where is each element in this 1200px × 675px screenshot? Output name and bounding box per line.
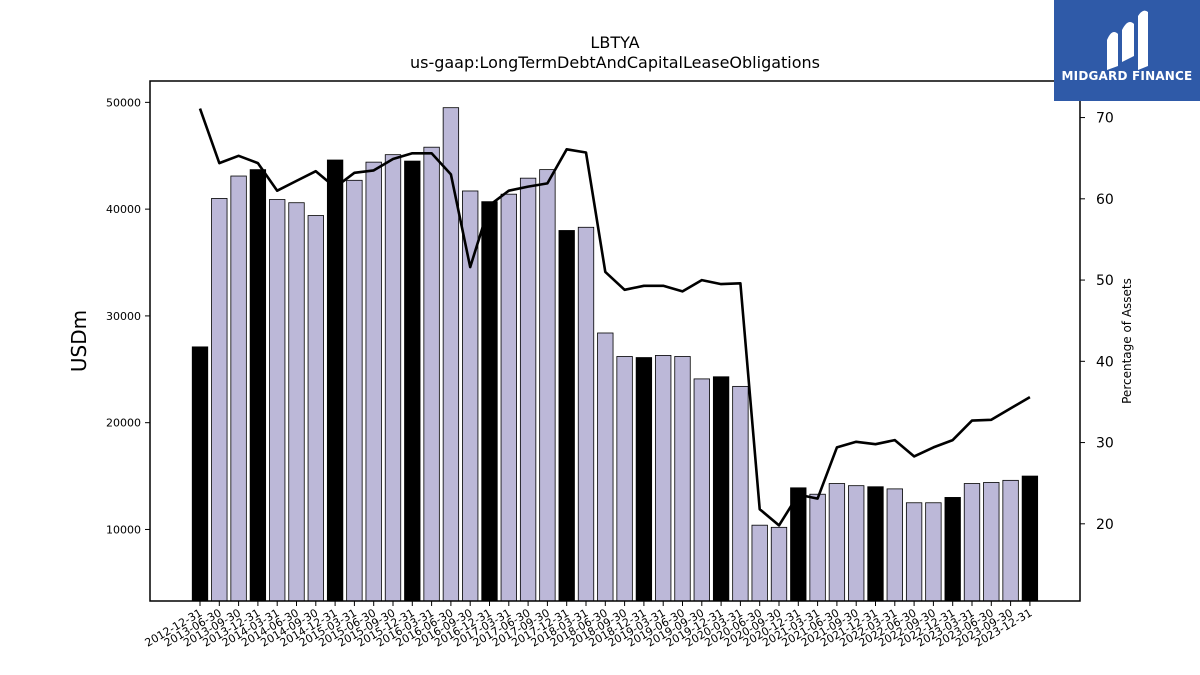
- bar-2015-09-30: [384, 154, 402, 602]
- bar-2014-03-31: [269, 199, 286, 602]
- y-tick-label: 30000: [106, 310, 141, 323]
- percentage-line: [198, 108, 1031, 527]
- bar-2017-12-31: [558, 230, 575, 602]
- midgard-finance-logo: MIDGARD FINANCE: [1054, 0, 1200, 101]
- bar-2014-12-31: [326, 159, 344, 602]
- bar-2018-03-31: [577, 226, 595, 602]
- y-tick-label: 50000: [106, 96, 141, 109]
- bar-2021-12-31: [867, 486, 884, 602]
- bar-2016-12-31: [481, 201, 498, 602]
- bar-2021-09-30: [848, 485, 865, 602]
- bar-2019-09-30: [693, 378, 710, 602]
- bar-2018-06-30: [597, 332, 614, 602]
- bar-2022-03-31: [886, 488, 903, 602]
- chart-title: LBTYA: [590, 33, 639, 52]
- y-axis-left: 10000 20000 30000 40000 50000: [106, 96, 150, 536]
- bar-2023-03-31: [963, 483, 981, 602]
- bar-2019-06-30: [674, 356, 691, 602]
- y2-tick-label: 70: [1096, 111, 1114, 127]
- bar-2020-03-31: [732, 385, 749, 602]
- bar-2015-12-31: [404, 160, 421, 602]
- bar-2015-06-30: [365, 161, 382, 602]
- bar-2019-12-31: [712, 376, 730, 602]
- bar-2019-03-31: [655, 355, 672, 602]
- y-tick-label: 40000: [106, 203, 141, 216]
- plot-frame: [149, 80, 1081, 602]
- bar-2021-06-30: [828, 483, 846, 602]
- bar-2015-03-31: [346, 179, 363, 602]
- y-tick-label: 20000: [106, 417, 141, 430]
- y2-tick-label: 20: [1096, 517, 1114, 533]
- bar-2018-12-31: [635, 357, 653, 602]
- bar-2013-12-31: [249, 169, 267, 602]
- bars: [191, 107, 1039, 602]
- bar-2016-06-30: [442, 107, 460, 602]
- x-axis: 2012-12-312013-06-302013-09-302013-12-31…: [143, 601, 1034, 650]
- bar-2022-06-30: [905, 502, 923, 602]
- bar-2023-06-30: [983, 482, 1000, 602]
- y2-axis-label: Percentage of Assets: [1120, 278, 1134, 404]
- y-axis-right: 20 30 40 50 60 70: [1080, 111, 1114, 533]
- bar-2013-09-30: [230, 175, 247, 602]
- bar-2022-09-30: [925, 502, 942, 602]
- bar-2022-12-31: [944, 497, 961, 602]
- bar-2014-09-30: [307, 215, 324, 602]
- bar-2017-06-30: [519, 177, 537, 602]
- y2-tick-label: 50: [1096, 273, 1114, 289]
- bar-2020-09-30: [770, 526, 788, 602]
- bar-2023-12-31: [1021, 475, 1039, 602]
- percentage-line-path: [198, 108, 1031, 527]
- chart-subtitle: us-gaap:LongTermDebtAndCapitalLeaseOblig…: [410, 53, 820, 72]
- bar-2020-06-30: [751, 524, 768, 602]
- bar-2014-06-30: [288, 202, 305, 602]
- bar-2023-09-30: [1002, 479, 1019, 602]
- logo-text: MIDGARD FINANCE: [1061, 69, 1193, 83]
- bar-2012-12-31: [191, 346, 209, 602]
- y-axis-label: USDm: [67, 310, 91, 372]
- y2-tick-label: 40: [1096, 354, 1114, 370]
- bar-2017-03-31: [500, 193, 517, 602]
- logo-mark-icon: [1107, 10, 1148, 70]
- bar-2017-09-30: [539, 169, 556, 602]
- y-tick-label: 10000: [106, 523, 141, 536]
- bar-2016-03-31: [423, 146, 440, 602]
- bar-2018-09-30: [616, 356, 633, 602]
- y2-tick-label: 60: [1096, 192, 1114, 208]
- bar-2013-06-30: [211, 198, 228, 602]
- y2-tick-label: 30: [1096, 436, 1114, 452]
- bar-2021-03-31: [809, 493, 826, 602]
